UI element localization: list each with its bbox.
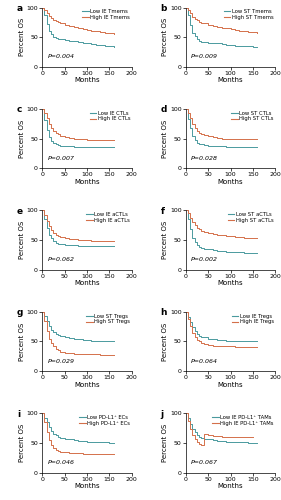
Text: P=0.004: P=0.004: [47, 54, 74, 60]
Text: c: c: [17, 106, 22, 114]
Text: P=0.028: P=0.028: [191, 156, 218, 161]
Text: P=0.046: P=0.046: [47, 460, 74, 466]
Legend: Low ST Tregs, High ST Tregs: Low ST Tregs, High ST Tregs: [86, 313, 131, 325]
Y-axis label: Percent OS: Percent OS: [162, 221, 169, 259]
Legend: Low IE Tmems, High IE Tmems: Low IE Tmems, High IE Tmems: [82, 8, 131, 20]
Text: P=0.062: P=0.062: [47, 258, 74, 262]
X-axis label: Months: Months: [218, 280, 243, 286]
Text: d: d: [160, 106, 167, 114]
Text: a: a: [17, 4, 23, 13]
Text: P=0.029: P=0.029: [47, 359, 74, 364]
Text: h: h: [160, 308, 167, 318]
Legend: Low IE PD-L1⁺ TAMs, High IE PD-L1⁺ TAMs: Low IE PD-L1⁺ TAMs, High IE PD-L1⁺ TAMs: [212, 414, 274, 426]
Text: P=0.067: P=0.067: [191, 460, 218, 466]
Text: e: e: [17, 207, 23, 216]
Y-axis label: Percent OS: Percent OS: [19, 18, 25, 56]
Text: b: b: [160, 4, 167, 13]
Legend: Low ST aCTLs, High ST aCTLs: Low ST aCTLs, High ST aCTLs: [228, 212, 274, 224]
X-axis label: Months: Months: [74, 178, 100, 184]
Text: P=0.064: P=0.064: [191, 359, 218, 364]
Legend: Low PD-L1⁺ ECs, High PD-L1⁺ ECs: Low PD-L1⁺ ECs, High PD-L1⁺ ECs: [79, 414, 131, 426]
Y-axis label: Percent OS: Percent OS: [162, 18, 169, 56]
Text: P=0.007: P=0.007: [47, 156, 74, 161]
Legend: Low ST CTLs, High ST CTLs: Low ST CTLs, High ST CTLs: [231, 110, 274, 122]
X-axis label: Months: Months: [74, 483, 100, 489]
Text: P=0.009: P=0.009: [191, 54, 218, 60]
X-axis label: Months: Months: [218, 77, 243, 83]
Y-axis label: Percent OS: Percent OS: [162, 120, 169, 158]
Text: j: j: [160, 410, 164, 419]
X-axis label: Months: Months: [74, 382, 100, 388]
Text: i: i: [17, 410, 20, 419]
X-axis label: Months: Months: [74, 280, 100, 286]
Text: g: g: [17, 308, 23, 318]
X-axis label: Months: Months: [218, 483, 243, 489]
Legend: Low IE CTLs, High IE CTLs: Low IE CTLs, High IE CTLs: [89, 110, 131, 122]
X-axis label: Months: Months: [74, 77, 100, 83]
Y-axis label: Percent OS: Percent OS: [19, 322, 25, 360]
Legend: Low ST Tmems, High ST Tmems: Low ST Tmems, High ST Tmems: [224, 8, 274, 20]
Y-axis label: Percent OS: Percent OS: [19, 120, 25, 158]
Y-axis label: Percent OS: Percent OS: [19, 424, 25, 462]
Legend: Low IE aCTLs, High IE aCTLs: Low IE aCTLs, High IE aCTLs: [86, 212, 131, 224]
Y-axis label: Percent OS: Percent OS: [162, 322, 169, 360]
X-axis label: Months: Months: [218, 382, 243, 388]
Y-axis label: Percent OS: Percent OS: [19, 221, 25, 259]
Text: f: f: [160, 207, 165, 216]
X-axis label: Months: Months: [218, 178, 243, 184]
Legend: Low IE Tregs, High IE Tregs: Low IE Tregs, High IE Tregs: [231, 313, 274, 325]
Text: P=0.002: P=0.002: [191, 258, 218, 262]
Y-axis label: Percent OS: Percent OS: [162, 424, 169, 462]
